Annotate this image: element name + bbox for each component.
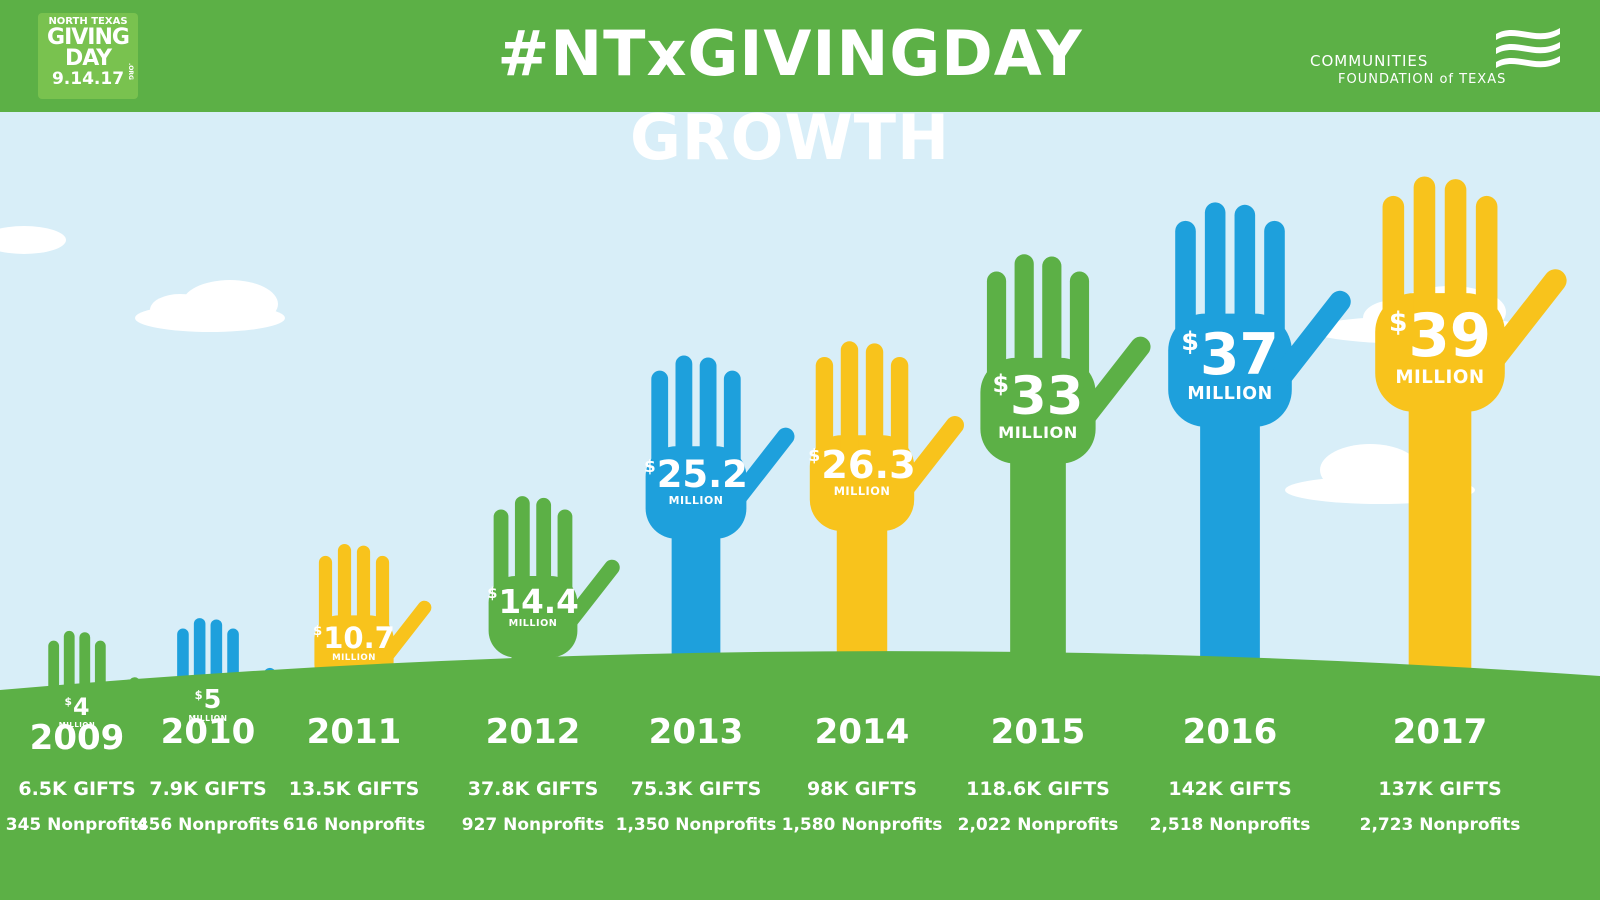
sponsor-line-1: COMMUNITIES	[1310, 52, 1429, 70]
hand-bar-2015	[980, 254, 1151, 690]
hand-bar-2017	[1375, 176, 1567, 690]
ground-hill	[0, 651, 1600, 900]
hand-bar-2014	[809, 341, 964, 690]
logo-org: .ORG	[127, 63, 134, 80]
hand-bar-2016	[1168, 202, 1351, 690]
sponsor-line-2: FOUNDATION of TEXAS	[1338, 72, 1507, 87]
giving-day-logo: NORTH TEXAS GIVING DAY 9.14.17 .ORG	[38, 13, 138, 99]
cloud-left	[0, 226, 285, 332]
logo-line-1: NORTH TEXAS	[48, 16, 128, 27]
hand-bar-2013	[645, 355, 795, 690]
flag-icon	[1496, 28, 1560, 68]
logo-line-3: DAY	[64, 46, 112, 71]
header-bar: NORTH TEXAS GIVING DAY 9.14.17 .ORG #NTx…	[0, 0, 1600, 174]
page-title: #NTxGIVINGDAY GROWTH	[497, 17, 1083, 174]
logo-line-2: GIVING	[47, 25, 130, 50]
sponsor-logo: COMMUNITIES FOUNDATION of TEXAS	[1304, 20, 1564, 95]
logo-date: 9.14.17	[51, 69, 125, 89]
